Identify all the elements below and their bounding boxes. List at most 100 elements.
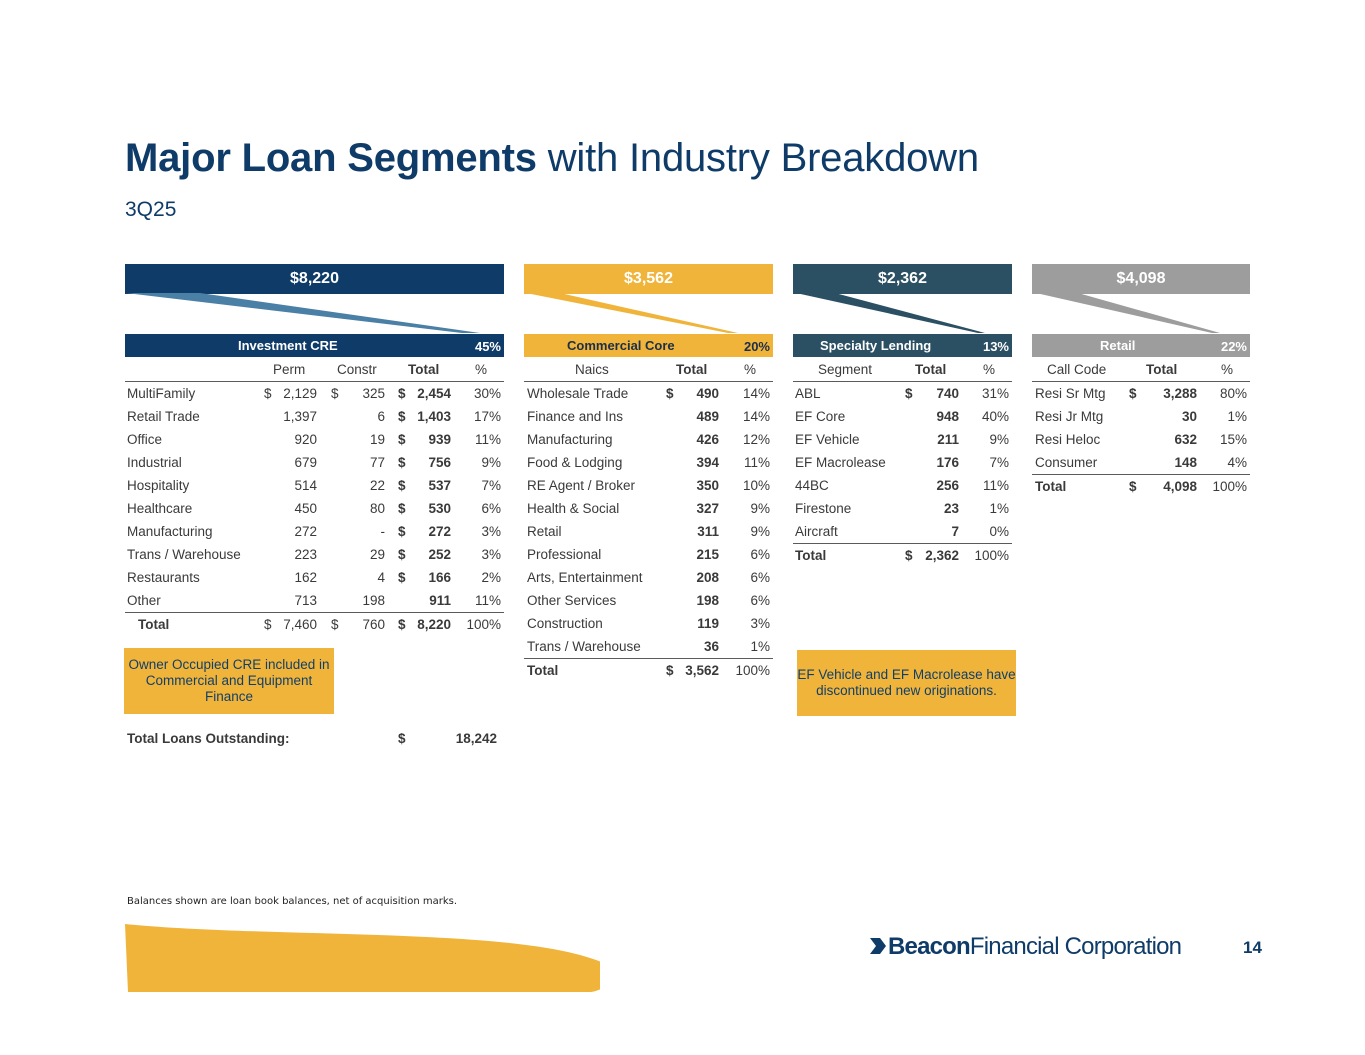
total-value: 911: [429, 593, 451, 608]
col-pct: %: [475, 362, 488, 377]
table-row: Other 713 198 911 11%: [125, 589, 504, 613]
commercial-core-table: Naics Total % Wholesale Trade $490 14% Fina…: [524, 358, 773, 682]
table-row: Manufacturing 426 12%: [524, 428, 773, 451]
constr-value: -: [380, 524, 386, 539]
pct-value: 80%: [1219, 386, 1247, 401]
pct-value: 17%: [473, 409, 501, 424]
row-label: Industrial: [127, 455, 182, 470]
perm-value: 162: [294, 570, 317, 585]
table-row: MultiFamily $2,129 $325 $2,454 30%: [125, 382, 504, 405]
page-number: 14: [1243, 938, 1262, 957]
total-value: 632: [1174, 432, 1197, 447]
table-row: Consumer 148 4%: [1032, 451, 1250, 475]
banner-specialty-lending: $2,362: [793, 264, 1012, 294]
table-row: Wholesale Trade $490 14%: [524, 382, 773, 405]
total-value: 252: [428, 547, 451, 562]
pct-value: 11%: [982, 478, 1009, 493]
dollar-sign: $: [398, 617, 406, 632]
total-value: 8,220: [417, 617, 451, 632]
pct-value: 1%: [1227, 409, 1247, 424]
row-label: Construction: [527, 616, 603, 631]
col-total: Total: [676, 362, 708, 377]
total-value: 530: [428, 501, 451, 516]
table-row: Food & Lodging 394 11%: [524, 451, 773, 474]
table-row: Other Services 198 6%: [524, 589, 773, 612]
pct-value: 4%: [1227, 455, 1247, 470]
total-value: 311: [697, 524, 719, 539]
table-row: Construction 119 3%: [524, 612, 773, 635]
row-label: Aircraft: [795, 524, 838, 539]
constr-value: 80: [369, 501, 385, 516]
total-value: 327: [696, 501, 719, 516]
column-header-row: Segment Total %: [793, 358, 1012, 382]
row-label: Health & Social: [527, 501, 620, 516]
row-label: Other: [127, 593, 161, 608]
pct-value: 9%: [750, 501, 770, 516]
investment-cre-table: Perm Constr Total % MultiFamily $2,129 $32…: [125, 358, 504, 636]
company-logo: BeaconFinancial Corporation: [870, 933, 1182, 961]
total-value: 1,403: [417, 409, 451, 424]
total-value: 4,098: [1163, 479, 1197, 494]
total-value: 350: [696, 478, 719, 493]
retail-table: Call Code Total % Resi Sr Mtg $3,288 80% Re…: [1032, 358, 1250, 498]
table-row: RE Agent / Broker 350 10%: [524, 474, 773, 497]
table-row: Professional 215 6%: [524, 543, 773, 566]
beacon-logo-icon: [870, 938, 886, 954]
total-value: 256: [936, 478, 959, 493]
total-value: 23: [943, 501, 959, 516]
banner-retail: $4,098: [1032, 264, 1250, 294]
col-constr: Constr: [337, 362, 377, 377]
total-value: 7: [951, 524, 959, 539]
total-value: 36: [703, 639, 719, 654]
row-label: MultiFamily: [127, 386, 196, 401]
pct-value: 1%: [750, 639, 770, 654]
row-label: Resi Heloc: [1035, 432, 1101, 447]
pct-value: 9%: [481, 455, 501, 470]
total-row: Total $ 4,098 100%: [1032, 475, 1250, 498]
table-row: EF Macrolease 176 7%: [793, 451, 1012, 474]
col-total: Total: [915, 362, 947, 377]
col-pct: %: [983, 362, 996, 377]
table-row: Resi Sr Mtg $3,288 80%: [1032, 382, 1250, 405]
col-total: Total: [408, 362, 440, 377]
row-label: RE Agent / Broker: [527, 478, 636, 493]
total-value: 148: [1174, 455, 1197, 470]
pct-value: 40%: [981, 409, 1009, 424]
section-pct: 13%: [982, 339, 1009, 354]
row-label: EF Macrolease: [795, 455, 886, 470]
pct-value: 2%: [481, 570, 501, 585]
perm-value: 272: [294, 524, 317, 539]
pct-value: 31%: [981, 386, 1009, 401]
table-row: Resi Jr Mtg 30 1%: [1032, 405, 1250, 428]
page-title: Major Loan Segments with Industry Breakd…: [125, 136, 979, 180]
pct-value: 6%: [750, 570, 770, 585]
constr-value: 29: [369, 547, 385, 562]
dollar-sign: $: [398, 501, 406, 516]
dollar-sign: $: [1129, 479, 1137, 494]
section-name: Investment CRE: [238, 338, 338, 353]
decorative-swoosh: [125, 924, 600, 992]
row-label: Other Services: [527, 593, 617, 608]
dollar-sign: $: [905, 548, 913, 563]
total-loans-outstanding: Total Loans Outstanding: $ 18,242: [125, 731, 504, 751]
row-label: ABL: [795, 386, 821, 401]
total-value: 394: [696, 455, 719, 470]
total-value: 119: [697, 616, 719, 631]
pct-value: 30%: [473, 386, 501, 401]
constr-value: 19: [369, 432, 385, 447]
table-row: Trans / Warehouse 223 29 $252 3%: [125, 543, 504, 566]
section-pct: 20%: [743, 339, 770, 354]
dollar-sign: $: [905, 386, 913, 401]
total-value: 948: [936, 409, 959, 424]
total-value: 272: [428, 524, 451, 539]
pct-value: 9%: [989, 432, 1009, 447]
perm-value: 2,129: [283, 386, 317, 401]
table-row: EF Vehicle 211 9%: [793, 428, 1012, 451]
wedge-investment: [126, 293, 480, 333]
table-row: Industrial 679 77 $756 9%: [125, 451, 504, 474]
column-header-row: Naics Total %: [524, 358, 773, 382]
dollar-sign: $: [398, 386, 406, 401]
total-row: Total $ 2,362 100%: [793, 544, 1012, 567]
table-row: Hospitality 514 22 $537 7%: [125, 474, 504, 497]
banner-commercial-core: $3,562: [524, 264, 773, 294]
